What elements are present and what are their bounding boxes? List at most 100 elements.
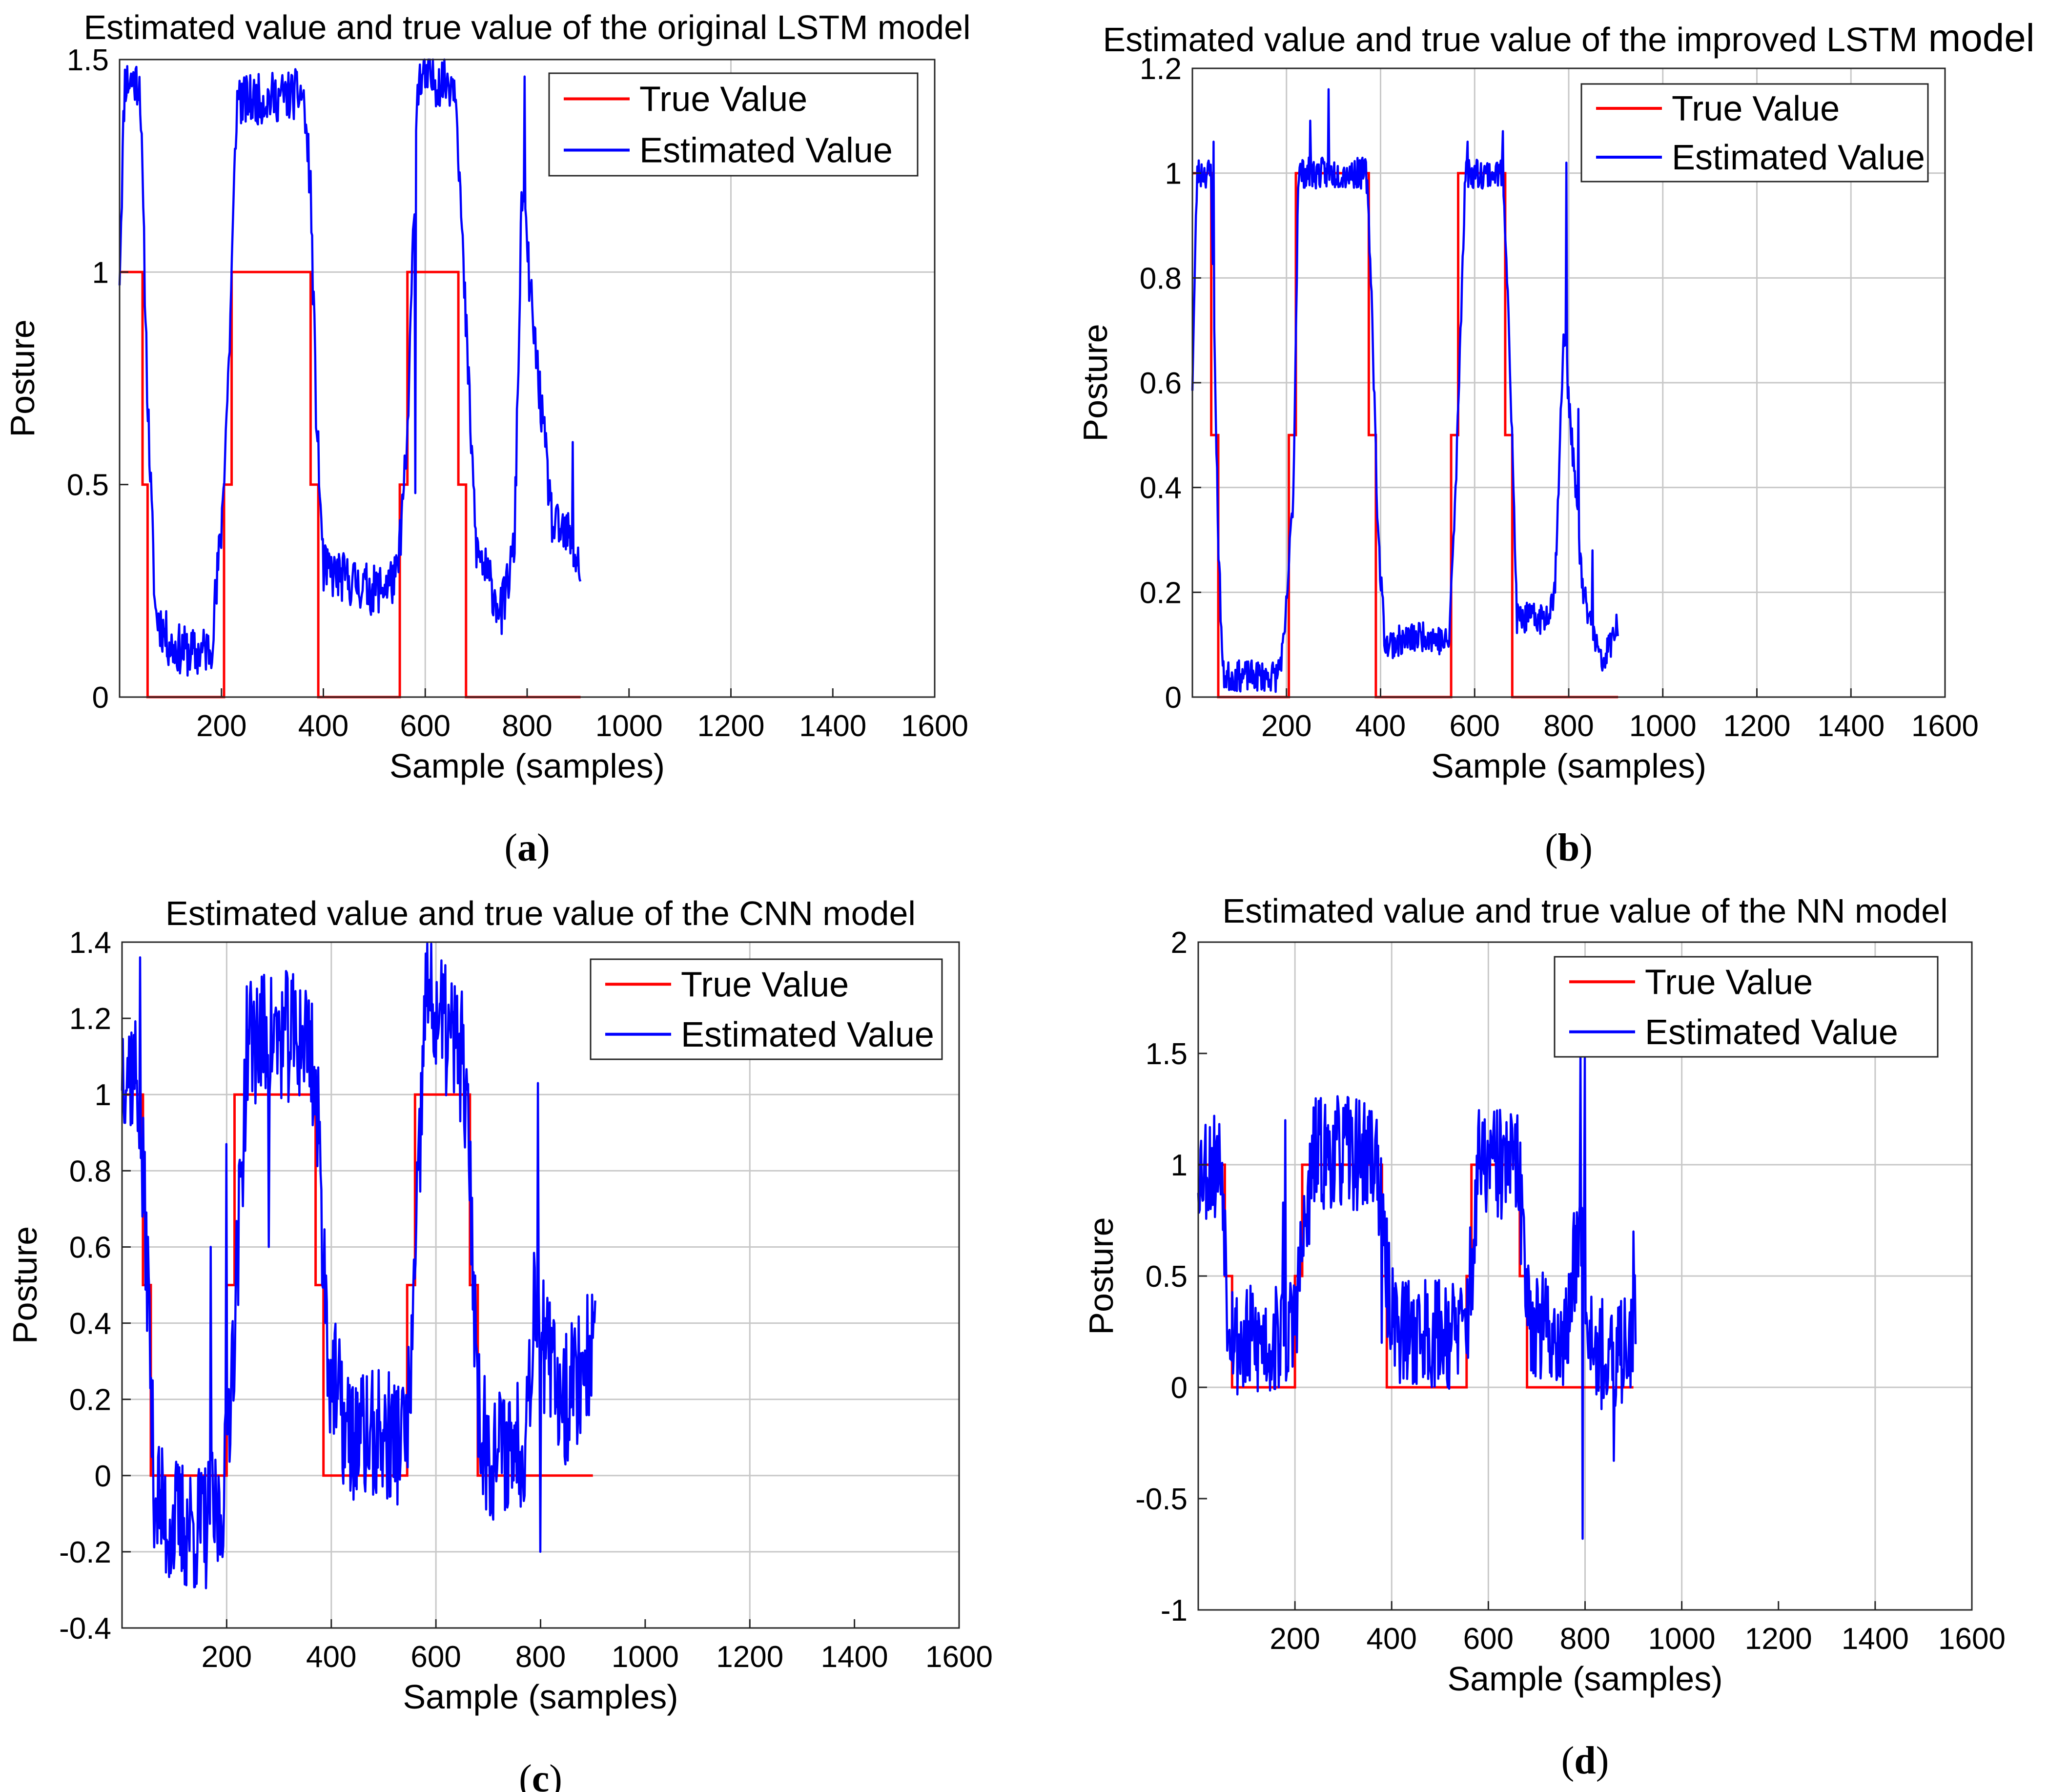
chart-title-text: Estimated value and true value of the NN…	[1222, 892, 1947, 930]
chart-title-text: Estimated value and true value of the CN…	[165, 894, 916, 932]
x-tick-label: 400	[1355, 709, 1406, 743]
x-tick-label: 800	[515, 1640, 566, 1674]
y-tick-label: 1	[1165, 157, 1182, 191]
x-tick-label: 400	[298, 709, 348, 743]
legend-label: True Value	[1645, 963, 1813, 1002]
true-value-line	[120, 270, 581, 699]
caption-letter: b	[1558, 826, 1580, 869]
x-tick-label: 1400	[821, 1640, 888, 1674]
x-tick-label: 200	[196, 709, 246, 743]
legend: True Value Estimated Value	[548, 72, 919, 177]
y-tick-label: 0.5	[67, 469, 109, 502]
chart-c: 200 400 600 800 1000 1200 1400 1600 -0.4 -0.2 0 0.2…	[6, 894, 993, 1792]
legend: True Value Estimated Value	[1580, 83, 1929, 183]
panel-caption: (d)	[1561, 1739, 1609, 1782]
y-tick-label: 1.2	[1140, 52, 1182, 86]
x-tick-label: 1600	[1938, 1622, 2006, 1656]
legend-box	[1554, 956, 1939, 1058]
estimated-value-line	[118, 58, 582, 677]
x-tick-label: 1600	[901, 709, 968, 743]
x-axis-label: Sample (samples)	[389, 747, 665, 785]
caption-close-paren: )	[537, 826, 550, 869]
x-tick-label: 800	[1543, 709, 1594, 743]
y-tick-label: -0.4	[59, 1612, 111, 1646]
y-tick-label: 0	[1165, 681, 1182, 715]
caption-open-paren: (	[1561, 1739, 1575, 1782]
caption-close-paren: )	[549, 1757, 562, 1792]
y-tick-label: 0.2	[69, 1383, 111, 1417]
estimated-value-line	[1191, 88, 1619, 693]
y-tick-label: 0.5	[1146, 1260, 1188, 1294]
true-value-line	[1192, 172, 1618, 699]
y-tick-label: 0	[1171, 1371, 1188, 1405]
y-tick-label: 1	[95, 1078, 111, 1112]
x-tick-label: 1200	[716, 1640, 783, 1674]
caption-close-paren: )	[1596, 1739, 1609, 1782]
y-tick-label: 0.2	[1140, 576, 1182, 610]
x-tick-label: 200	[202, 1640, 252, 1674]
x-tick-label: 1600	[925, 1640, 993, 1674]
estimated-value-line	[121, 942, 596, 1589]
y-tick-label: 1	[1171, 1149, 1188, 1182]
chart-d: 200 400 600 800 1000 1200 1400 1600 -1 -0.5 0 0.5 1 1…	[1082, 892, 2006, 1782]
chart-title-suffix: model	[1928, 16, 2035, 60]
x-axis-label: Sample (samples)	[1447, 1660, 1722, 1698]
y-tick-label: 0.6	[69, 1231, 111, 1264]
legend-label: Estimated Value	[681, 1015, 934, 1054]
x-tick-label: 1000	[1629, 709, 1697, 743]
x-tick-label: 1200	[697, 709, 765, 743]
x-tick-label: 600	[1450, 709, 1500, 743]
panel-caption: (b)	[1545, 826, 1593, 869]
caption-letter: a	[517, 826, 537, 869]
legend-label: True Value	[681, 965, 849, 1004]
legend-label: Estimated Value	[639, 131, 893, 170]
y-axis-label: Posture	[6, 1226, 44, 1344]
x-tick-label: 1000	[595, 709, 663, 743]
y-tick-label: -0.5	[1135, 1483, 1188, 1516]
estimated-value-line	[1197, 1052, 1637, 1540]
y-tick-label: 1	[92, 256, 109, 289]
x-tick-label: 1600	[1911, 709, 1979, 743]
chart-a: 200 400 600 800 1000 1200 1400 160000.511.5Esti…	[3, 8, 971, 869]
legend-box	[548, 72, 919, 177]
x-tick-label: 600	[410, 1640, 461, 1674]
chart-title: Estimated value and true value of the NN…	[1222, 892, 1947, 930]
y-tick-label: 0.4	[69, 1307, 111, 1341]
x-axis-label: Sample (samples)	[403, 1678, 678, 1716]
caption-close-paren: )	[1579, 826, 1593, 869]
y-tick-label: -0.2	[59, 1536, 111, 1569]
x-tick-label: 600	[1463, 1622, 1514, 1656]
x-tick-label: 400	[306, 1640, 356, 1674]
legend-label: Estimated Value	[1645, 1013, 1898, 1052]
y-tick-label: 2	[1171, 926, 1188, 960]
x-tick-label: 600	[400, 709, 451, 743]
panel-caption: (a)	[504, 826, 550, 869]
x-tick-label: 200	[1261, 709, 1311, 743]
x-tick-label: 1000	[1648, 1622, 1716, 1656]
chart-title: Estimated value and true value of the or…	[83, 8, 970, 46]
y-tick-label: 0	[92, 681, 109, 715]
y-axis-label: Posture	[1076, 324, 1114, 441]
y-axis-label: Posture	[3, 319, 41, 437]
x-tick-label: 1400	[1817, 709, 1885, 743]
legend-label: True Value	[639, 80, 807, 119]
y-tick-label: 1.2	[69, 1002, 111, 1036]
x-tick-label: 1400	[1842, 1622, 1909, 1656]
y-tick-label: 1.5	[67, 43, 109, 77]
chart-title: Estimated value and true value of the im…	[1103, 16, 2034, 60]
legend: True Value Estimated Value	[1554, 956, 1939, 1058]
y-tick-label: 1.5	[1146, 1037, 1188, 1071]
x-axis-label: Sample (samples)	[1431, 747, 1706, 785]
x-tick-label: 800	[502, 709, 552, 743]
y-tick-label: 1.4	[69, 926, 111, 960]
caption-open-paren: (	[519, 1757, 532, 1792]
legend-box	[590, 958, 943, 1060]
legend-label: True Value	[1672, 89, 1840, 128]
x-tick-label: 400	[1367, 1622, 1417, 1656]
caption-open-paren: (	[504, 826, 517, 869]
chart-b: 200 400 600 800 1000 1200 1400 1600 0 0.2 0.4 0.6 0.…	[1076, 16, 2035, 869]
y-tick-label: 0.8	[69, 1154, 111, 1188]
x-tick-label: 200	[1270, 1622, 1320, 1656]
x-tick-label: 1200	[1745, 1622, 1812, 1656]
legend-box	[1580, 83, 1929, 183]
